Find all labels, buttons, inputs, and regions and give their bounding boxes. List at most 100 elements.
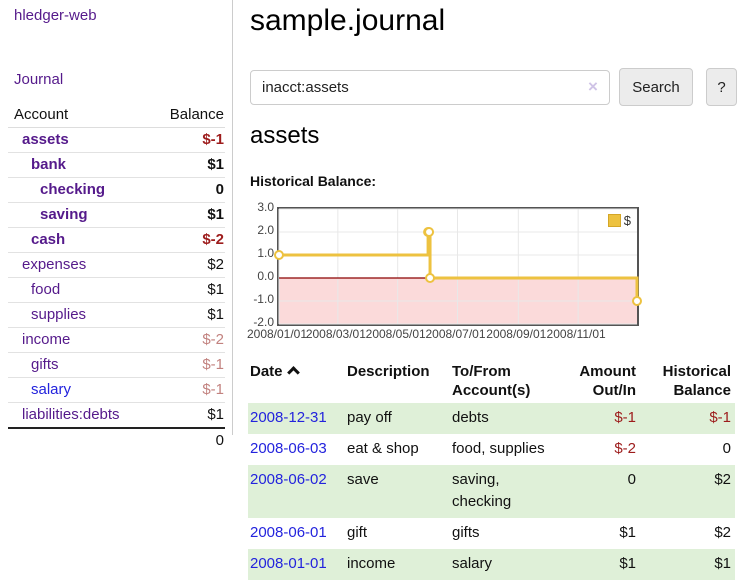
y-axis-tick-label: 2.0 — [257, 223, 274, 237]
account-link[interactable]: saving — [40, 206, 88, 223]
account-balance: 0 — [148, 177, 225, 203]
account-link[interactable]: income — [22, 331, 71, 348]
accounts-total-balance: 0 — [148, 427, 225, 453]
account-row: expenses $2 — [8, 252, 225, 278]
accounts-table-body: assets $-1 bank $1 checking 0 saving $1 … — [8, 127, 225, 429]
transaction-row: 2008-01-01 income salary $1 $1 — [248, 549, 735, 580]
transaction-description: save — [345, 465, 450, 518]
account-balance: $-1 — [148, 352, 225, 378]
sort-ascending-icon — [286, 366, 300, 379]
account-heading: assets — [250, 122, 320, 149]
historical-balance-chart: $ 3.0 2.0 1.0 0.0 -1.0 -2.0 2008/01/01 2008/03… — [247, 200, 742, 350]
account-row: saving $1 — [8, 202, 225, 228]
account-row: checking 0 — [8, 177, 225, 203]
y-axis-tick-label: 0.0 — [257, 269, 274, 283]
account-balance: $1 — [148, 402, 225, 429]
accounts-header-balance: Balance — [148, 103, 225, 128]
y-axis-tick-label: -2.0 — [253, 315, 274, 329]
sidebar-item-journal[interactable]: Journal — [14, 71, 64, 88]
transaction-amount: $-2 — [614, 440, 636, 457]
transaction-amount: $1 — [570, 549, 640, 580]
account-link[interactable]: checking — [40, 181, 106, 198]
clear-search-icon[interactable]: × — [588, 77, 598, 96]
y-axis-tick-label: 1.0 — [257, 246, 274, 260]
search-button[interactable]: Search — [619, 68, 693, 106]
chart-legend: $ — [605, 212, 633, 229]
account-link[interactable]: bank — [31, 156, 67, 173]
transaction-date-link[interactable]: 2008-06-02 — [250, 471, 327, 488]
accounts-total-row: 0 — [8, 427, 225, 453]
accounts-header-account: Account — [8, 103, 149, 128]
transaction-balance: $-1 — [640, 403, 735, 434]
legend-swatch-icon — [607, 214, 621, 227]
transaction-accounts: food, supplies — [452, 440, 545, 457]
chart-section-label: Historical Balance: — [250, 173, 377, 189]
register-header-accounts: To/From Account(s) — [452, 363, 531, 399]
transaction-row: 2008-06-02 save saving, checking 0 $2 — [248, 465, 735, 518]
account-link[interactable]: gifts — [31, 356, 59, 373]
x-axis-tick-label: 2008/07/01 — [425, 327, 486, 341]
account-row: salary $-1 — [8, 377, 225, 403]
account-row: liabilities:debts $1 — [8, 402, 225, 429]
app-title: hledger-web — [14, 7, 97, 24]
account-link[interactable]: food — [31, 281, 61, 298]
account-balance: $1 — [148, 277, 225, 303]
main-content: sample.journal × Search ? assets Histori… — [247, 0, 742, 582]
y-axis-tick-label: -1.0 — [253, 292, 274, 306]
transaction-balance: $2 — [714, 524, 731, 541]
account-balance: $2 — [148, 252, 225, 278]
transaction-balance: 0 — [722, 440, 731, 457]
transaction-amount: $1 — [619, 524, 636, 541]
account-balance: $-1 — [148, 377, 225, 403]
transaction-row: 2008-06-03 eat & shop food, supplies $-2… — [248, 434, 735, 465]
register-header-description: Description — [347, 363, 430, 380]
transaction-accounts: debts — [450, 403, 570, 434]
account-balance: $-1 — [148, 127, 225, 153]
account-link[interactable]: supplies — [31, 306, 87, 323]
transaction-row: 2008-06-01 gift gifts $1 $2 — [248, 518, 735, 549]
transaction-description: gift — [347, 524, 368, 541]
transaction-description: eat & shop — [347, 440, 419, 457]
register-header-date[interactable]: Date — [248, 360, 345, 403]
transaction-date-link[interactable]: 2008-12-31 — [250, 409, 327, 426]
account-link[interactable]: cash — [31, 231, 66, 248]
transaction-amount: $-1 — [570, 403, 640, 434]
transaction-date-link[interactable]: 2008-06-01 — [250, 524, 327, 541]
account-row: food $1 — [8, 277, 225, 303]
account-link[interactable]: salary — [31, 381, 72, 398]
transaction-accounts: salary — [450, 549, 570, 580]
transaction-date-link[interactable]: 2008-06-03 — [250, 440, 327, 457]
transaction-date-link[interactable]: 2008-01-01 — [250, 555, 327, 572]
account-row: assets $-1 — [8, 127, 225, 153]
app-title-link[interactable]: hledger-web — [14, 7, 97, 24]
account-row: supplies $1 — [8, 302, 225, 328]
account-row: income $-2 — [8, 327, 225, 353]
account-link[interactable]: expenses — [22, 256, 87, 273]
account-balance: $1 — [148, 152, 225, 178]
transaction-balance: $1 — [640, 549, 735, 580]
transaction-balance: $2 — [640, 465, 735, 518]
search-form: × Search ? — [250, 68, 742, 108]
x-axis-tick-label: 2008/05/01 — [365, 327, 426, 341]
register-header-amount: Amount Out/In — [579, 363, 636, 399]
account-balance: $-2 — [148, 327, 225, 353]
transaction-description: income — [345, 549, 450, 580]
transaction-amount: 0 — [570, 465, 640, 518]
transaction-accounts: gifts — [452, 524, 480, 541]
transaction-row: 2008-12-31 pay off debts $-1 $-1 — [248, 403, 735, 434]
sidebar-nav: Journal — [14, 71, 63, 88]
help-button[interactable]: ? — [706, 68, 737, 106]
x-axis-tick-label: 2008/01/01 — [246, 327, 308, 341]
account-balance: $1 — [148, 302, 225, 328]
transaction-description: pay off — [345, 403, 450, 434]
x-axis-tick-label: 2008/11/01 — [546, 327, 606, 341]
account-row: gifts $-1 — [8, 352, 225, 378]
accounts-table: Account Balance assets $-1 bank $1 check… — [8, 103, 225, 453]
balance-chart-plot[interactable]: $ — [274, 207, 642, 326]
account-link[interactable]: assets — [22, 131, 69, 148]
account-row: cash $-2 — [8, 227, 225, 253]
x-axis-tick-label: 2008/03/01 — [305, 327, 366, 341]
account-row: bank $1 — [8, 152, 225, 178]
account-link[interactable]: liabilities:debts — [22, 406, 120, 423]
search-input[interactable] — [250, 70, 610, 105]
